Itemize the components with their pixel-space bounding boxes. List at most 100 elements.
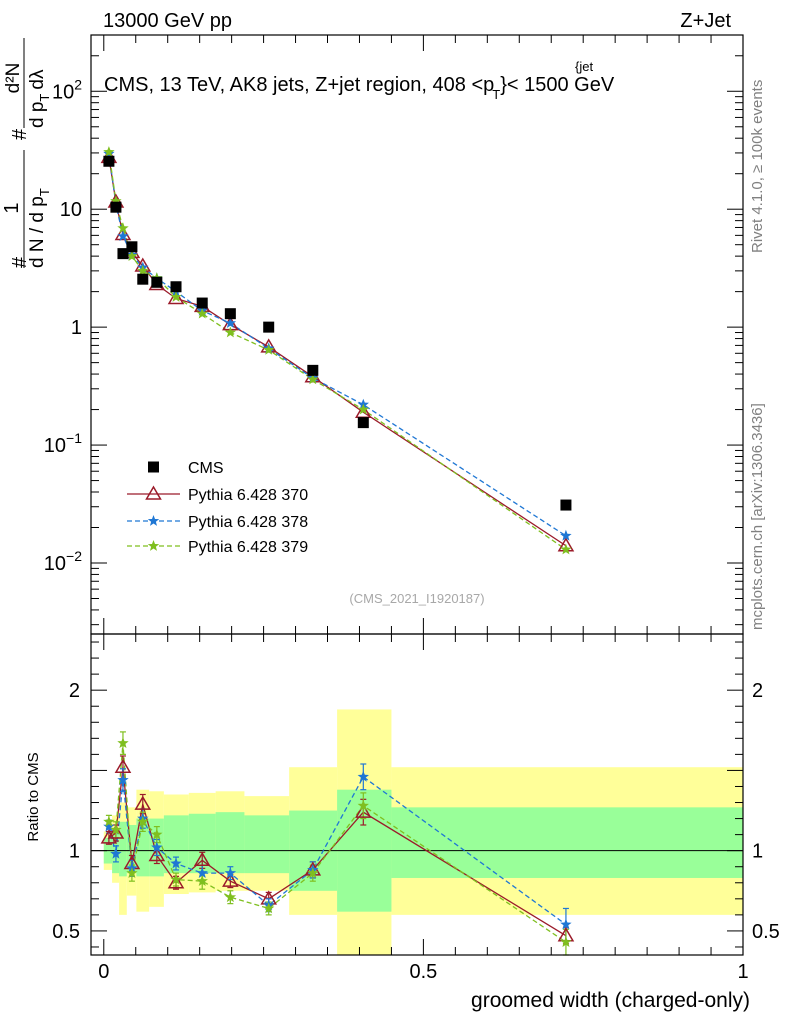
- ratio-point-s1-0: [103, 820, 115, 832]
- legend-marker-2: [147, 515, 160, 526]
- ratio-ytick-label-right-0: 0.5: [752, 921, 780, 943]
- header-left: 13000 GeV pp: [103, 10, 232, 32]
- ratio-point-s0-2: [114, 758, 132, 773]
- header-right: Z+Jet: [680, 10, 731, 32]
- title-pre: CMS, 13 TeV, AK8 jets, Z+jet region, 408…: [104, 74, 494, 96]
- main-ytick-label-2: 1: [71, 317, 82, 339]
- main-ytick-label-3: 10: [60, 199, 82, 221]
- cms-point-4: [137, 273, 149, 285]
- mcplots-label: mcplots.cern.ch [arXiv:1306.3436]: [749, 403, 766, 630]
- main-ytick-base: 10: [60, 199, 82, 221]
- ratio-plot-frame: [90, 633, 744, 956]
- y-axis-label-ratio: Ratio to CMS: [25, 752, 42, 841]
- main-point-s2-11: [357, 403, 369, 415]
- ratio-point-s2-4: [137, 815, 149, 827]
- ylabel-num-den-sub: T: [37, 94, 52, 102]
- ylabel-den: d N / d p: [27, 196, 48, 268]
- legend: CMS Pythia 6.428 370 Pythia 6.428 378 Pythi…: [127, 460, 308, 556]
- ratio-point-s0-4: [134, 795, 152, 810]
- ratio-point-s0-11: [355, 803, 372, 818]
- main-point-s2-3: [126, 250, 138, 261]
- axis-ticks: [91, 34, 744, 955]
- main-point-s2-2: [117, 222, 129, 234]
- svg-text:CMS, 13 TeV, AK8 jets, Z+jet r: CMS, 13 TeV, AK8 jets, Z+jet region, 408…: [104, 74, 615, 102]
- band-green-9: [244, 815, 290, 874]
- svg-text:d N / d pT: d N / d pT: [27, 188, 52, 268]
- legend-label-1: Pythia 6.428 370: [188, 487, 308, 504]
- main-point-s2-12: [560, 543, 572, 555]
- main-point-s1-2: [117, 230, 129, 242]
- legend-label-3: Pythia 6.428 379: [188, 539, 308, 556]
- ratio-point-s2-6: [170, 873, 182, 885]
- main-point-s2-6: [170, 291, 182, 302]
- y-axis-label-main: # 1 d N / d pT # d²N d pTdλ: [1, 38, 52, 268]
- main-ytick-exp: 2: [74, 76, 82, 92]
- cms-point-8: [224, 308, 236, 320]
- ylabel-num-den: d p: [27, 102, 48, 128]
- cms-point-9: [263, 321, 275, 333]
- ratio-point-s0-0: [100, 829, 118, 844]
- main-point-s2-4: [137, 264, 149, 276]
- main-ytick-label-0: 10−2: [44, 548, 82, 575]
- data-points: [100, 146, 575, 947]
- cms-point-7: [196, 297, 208, 309]
- legend-marker-0: [148, 461, 159, 473]
- ratio-point-s2-7: [196, 875, 208, 886]
- ratio-point-s1-6: [170, 857, 182, 869]
- title-sub: T: [492, 87, 500, 102]
- main-ytick-exp: −2: [66, 548, 82, 564]
- cms-point-0: [103, 155, 115, 167]
- watermark: (CMS_2021_I1920187): [349, 591, 484, 606]
- ylabel-num-den-post: dλ: [27, 69, 48, 90]
- xtick-label-0: 0: [98, 961, 109, 983]
- main-point-s0-2: [114, 226, 132, 241]
- ratio-ytick-label-2: 2: [69, 680, 80, 702]
- ratio-point-s0-7: [193, 851, 211, 867]
- ratio-uncertainty-bands: [103, 709, 743, 955]
- plot-title: CMS, 13 TeV, AK8 jets, Z+jet region, 408…: [104, 59, 615, 102]
- title-sup: {jet: [575, 59, 593, 74]
- band-green-2: [119, 821, 127, 877]
- cms-point-11: [357, 417, 369, 429]
- xtick-label-2: 1: [737, 961, 748, 983]
- legend-marker-1: [145, 485, 162, 500]
- band-green-3: [126, 824, 137, 874]
- ratio-point-s1-1: [110, 847, 122, 859]
- ylabel-num: d²N: [3, 63, 24, 94]
- legend-label-2: Pythia 6.428 378: [188, 514, 308, 531]
- ratio-point-s1-11: [357, 770, 369, 782]
- main-point-s1-12: [560, 529, 572, 541]
- cms-point-3: [126, 241, 138, 253]
- ratio-point-s2-11: [357, 799, 369, 811]
- main-point-s2-8: [224, 326, 237, 338]
- ylabel-hash-2: #: [9, 128, 31, 140]
- main-ytick-label-1: 10−1: [44, 430, 82, 457]
- svg-text:d pTdλ: d pTdλ: [27, 69, 52, 128]
- ratio-point-s1-5: [151, 841, 163, 853]
- ratio-point-s0-1: [107, 824, 125, 839]
- ylabel-hash-1: #: [9, 256, 31, 268]
- ylabel-one: 1: [1, 202, 23, 213]
- main-line-1: [108, 153, 567, 537]
- ratio-point-s2-1: [110, 823, 122, 835]
- ratio-point-s2-0: [103, 815, 115, 827]
- main-point-s2-1: [110, 195, 122, 206]
- ratio-ytick-label-1: 1: [69, 841, 80, 863]
- ratio-ytick-label-right-2: 2: [752, 680, 763, 702]
- main-point-s2-7: [196, 307, 208, 319]
- ratio-point-s2-3: [126, 867, 138, 878]
- main-ytick-label-4: 102: [52, 76, 82, 103]
- ratio-point-s2-5: [151, 828, 163, 840]
- ratio-point-s1-2: [117, 774, 129, 785]
- ratio-point-s2-2: [117, 737, 129, 748]
- main-line-2: [108, 151, 567, 551]
- ratio-point-s2-9: [263, 902, 275, 914]
- x-axis-label: groomed width (charged-only): [471, 989, 750, 1012]
- ratio-point-s1-12: [560, 918, 572, 930]
- main-point-s0-6: [167, 289, 185, 305]
- main-ytick-exp: −1: [66, 430, 82, 446]
- main-point-s2-0: [103, 146, 115, 157]
- ratio-point-s1-8: [224, 867, 237, 878]
